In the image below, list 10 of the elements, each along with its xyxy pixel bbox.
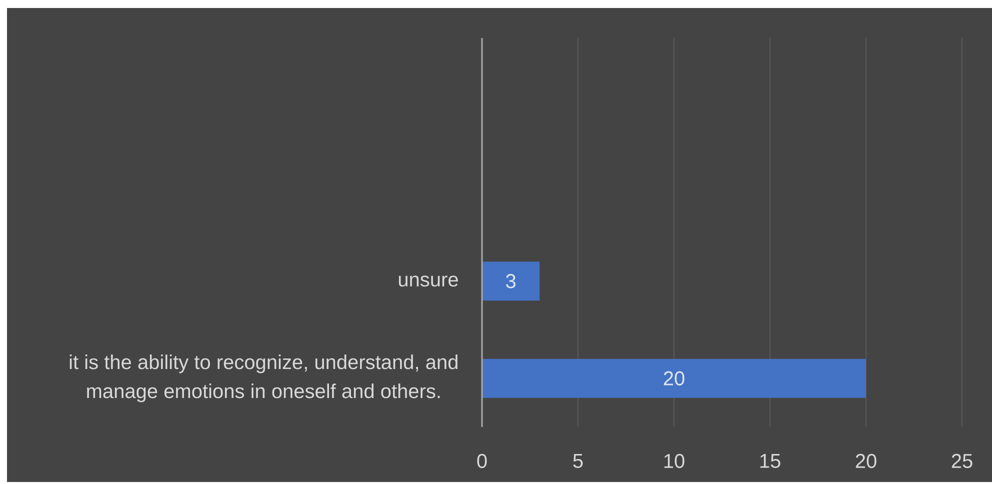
y-tick-label: it is the ability to recognize, understand, and manage emotions in oneself and others. bbox=[70, 354, 458, 402]
x-tick-label: 0 bbox=[477, 454, 487, 468]
y-tick-label: unsure bbox=[398, 276, 458, 287]
x-tick-label: 15 bbox=[760, 454, 780, 468]
data-label: 20 bbox=[664, 371, 684, 386]
x-tick-label: 25 bbox=[952, 454, 972, 468]
x-tick-label: 5 bbox=[573, 454, 583, 468]
x-tick-label: 20 bbox=[856, 454, 876, 468]
x-tick-label: 10 bbox=[664, 454, 684, 468]
data-label: 3 bbox=[506, 274, 516, 288]
